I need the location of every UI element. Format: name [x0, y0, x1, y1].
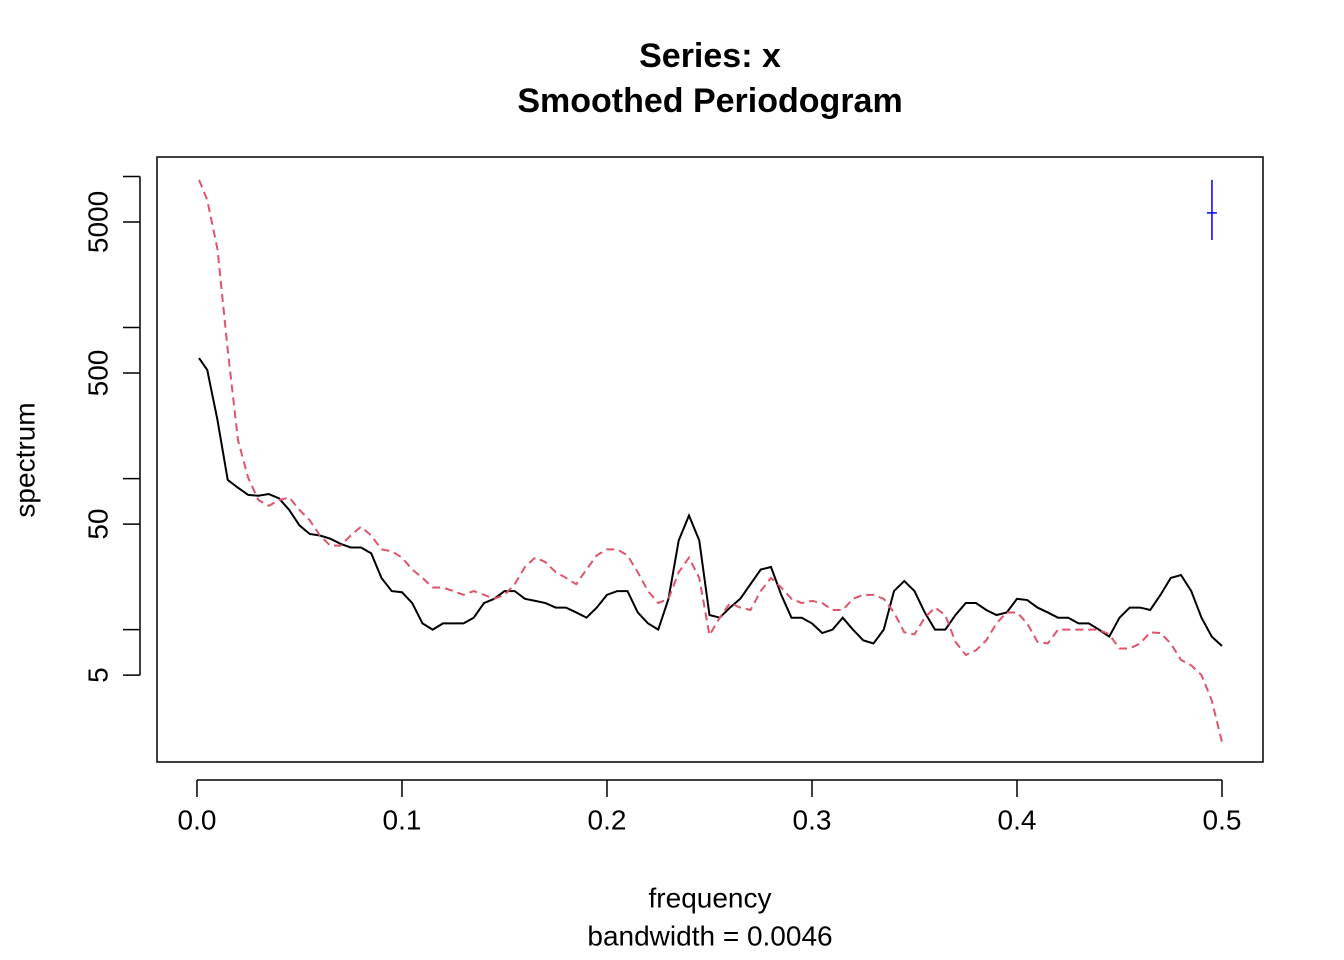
- series-line: [198, 357, 1223, 647]
- plot-box: [156, 156, 1264, 763]
- x-tick-label: 0.0: [178, 804, 217, 835]
- y-tick-label: 5: [82, 667, 113, 683]
- y-axis-label: spectrum: [9, 402, 40, 517]
- sub-label: bandwidth = 0.0046: [587, 920, 832, 951]
- series-line: [198, 179, 1223, 743]
- chart-title: Series: x: [639, 37, 781, 75]
- x-tick-label: 0.4: [998, 804, 1037, 835]
- x-tick-label: 0.3: [793, 804, 832, 835]
- x-axis-label: frequency: [649, 882, 772, 913]
- y-tick-label: 500: [82, 350, 113, 397]
- x-tick-label: 0.2: [588, 804, 627, 835]
- y-tick-label: 50: [82, 508, 113, 539]
- y-tick-label: 5000: [82, 191, 113, 253]
- x-tick-label: 0.1: [383, 804, 422, 835]
- chart-subtitle: Smoothed Periodogram: [517, 82, 902, 120]
- x-tick-label: 0.5: [1203, 804, 1242, 835]
